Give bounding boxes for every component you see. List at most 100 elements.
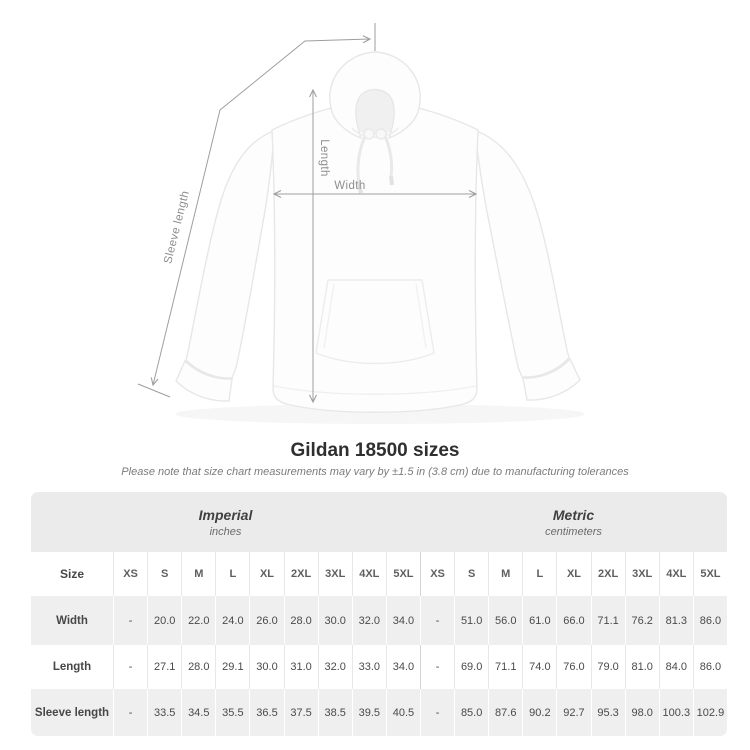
cell: 81.3 <box>658 596 693 645</box>
cell: 32.0 <box>351 596 386 645</box>
cell: 34.0 <box>385 596 420 645</box>
cell: 30.0 <box>317 596 352 645</box>
cell: 40.5 <box>385 689 420 736</box>
hoodie-illustration <box>175 51 581 413</box>
cell: 86.0 <box>692 596 727 645</box>
row-label: Length <box>31 645 113 689</box>
row-label: Width <box>31 596 113 645</box>
cell: 92.7 <box>556 689 591 736</box>
cell: 38.5 <box>317 689 352 736</box>
size-col-header: 2XL <box>590 552 625 596</box>
imperial-group-header: Imperial inches <box>31 492 420 552</box>
cell: - <box>113 689 148 736</box>
table-row-length: Length - 27.1 28.0 29.1 30.0 31.0 32.0 3… <box>31 645 727 689</box>
cell: 36.5 <box>249 689 284 736</box>
hoodie-size-diagram: Width Length Sleeve length <box>137 23 585 424</box>
size-col-header: 5XL <box>385 552 420 596</box>
cell: 28.0 <box>283 596 318 645</box>
cell: 35.5 <box>215 689 250 736</box>
hoodie-pocket <box>315 279 435 365</box>
cell: 102.9 <box>692 689 727 736</box>
size-col-header: L <box>522 552 557 596</box>
cell: 22.0 <box>181 596 216 645</box>
hoodie-shadow <box>175 404 585 424</box>
sleeve-bottom-tick <box>137 383 171 398</box>
cell: 76.0 <box>556 645 591 689</box>
cell: - <box>419 689 455 736</box>
table-row-width: Width - 20.0 22.0 24.0 26.0 28.0 30.0 32… <box>31 596 727 645</box>
cell: 98.0 <box>624 689 659 736</box>
hoodie-right-cuff <box>522 357 581 401</box>
table-row-sleeve-length: Sleeve length - 33.5 34.5 35.5 36.5 37.5… <box>31 689 727 736</box>
cell: 56.0 <box>488 596 523 645</box>
tolerance-note: Please note that size chart measurements… <box>121 466 629 478</box>
cell: 66.0 <box>556 596 591 645</box>
size-col-header: L <box>215 552 250 596</box>
row-label: Sleeve length <box>31 689 113 736</box>
cell: 79.0 <box>590 645 625 689</box>
unit-group-row: Imperial inches Metric centimeters <box>31 492 727 552</box>
cell: - <box>113 645 148 689</box>
cell: 69.0 <box>454 645 489 689</box>
imperial-unit: inches <box>209 525 242 538</box>
size-col-header: XS <box>419 552 455 596</box>
metric-unit: centimeters <box>545 525 602 538</box>
cell: 34.5 <box>181 689 216 736</box>
cell: 51.0 <box>454 596 489 645</box>
size-header-row: Size XS S M L XL 2XL 3XL 4XL 5XL XS S M … <box>31 552 727 596</box>
cell: 76.2 <box>624 596 659 645</box>
cell: 71.1 <box>488 645 523 689</box>
size-col-header: S <box>454 552 489 596</box>
cell: 84.0 <box>658 645 693 689</box>
metric-label: Metric <box>552 506 595 523</box>
size-col-header: 2XL <box>283 552 318 596</box>
size-col-header: XS <box>113 552 148 596</box>
cell: 90.2 <box>522 689 557 736</box>
size-header: Size <box>31 552 113 596</box>
cell: 27.1 <box>147 645 182 689</box>
hoodie-body <box>271 105 479 413</box>
page-title: Gildan 18500 sizes <box>290 440 460 461</box>
width-label: Width <box>334 180 365 192</box>
cell: 24.0 <box>215 596 250 645</box>
cell: - <box>419 596 455 645</box>
sleeve-length-arrow <box>150 35 372 387</box>
cell: 71.1 <box>590 596 625 645</box>
cell: 39.5 <box>351 689 386 736</box>
size-col-header: 4XL <box>351 552 386 596</box>
cell: 30.0 <box>249 645 284 689</box>
cell: 20.0 <box>147 596 182 645</box>
cell: 85.0 <box>454 689 489 736</box>
size-col-header: M <box>181 552 216 596</box>
cell: 34.0 <box>385 645 420 689</box>
size-col-header: 4XL <box>658 552 693 596</box>
size-col-header: XL <box>556 552 591 596</box>
dimension-annotations <box>137 23 478 404</box>
cell: 33.5 <box>147 689 182 736</box>
cell: 31.0 <box>283 645 318 689</box>
cell: 37.5 <box>283 689 318 736</box>
cell: 26.0 <box>249 596 284 645</box>
cell: 33.0 <box>351 645 386 689</box>
size-col-header: 3XL <box>317 552 352 596</box>
size-col-header: S <box>147 552 182 596</box>
cell: 87.6 <box>488 689 523 736</box>
size-col-header: 5XL <box>692 552 727 596</box>
sleeve-length-label: Sleeve length <box>162 189 192 265</box>
cell: 74.0 <box>522 645 557 689</box>
size-col-header: 3XL <box>624 552 659 596</box>
hoodie-hem-seam <box>273 385 477 395</box>
size-chart-table: Imperial inches Metric centimeters Size … <box>31 492 727 736</box>
cell: 28.0 <box>181 645 216 689</box>
cell: 61.0 <box>522 596 557 645</box>
hoodie-right-sleeve <box>473 128 570 378</box>
cell: 29.1 <box>215 645 250 689</box>
cell: - <box>113 596 148 645</box>
hoodie-pocket-seam-right <box>415 283 427 349</box>
cell: 32.0 <box>317 645 352 689</box>
cell: 86.0 <box>692 645 727 689</box>
size-col-header: M <box>488 552 523 596</box>
length-label: Length <box>318 139 330 177</box>
cell: 95.3 <box>590 689 625 736</box>
